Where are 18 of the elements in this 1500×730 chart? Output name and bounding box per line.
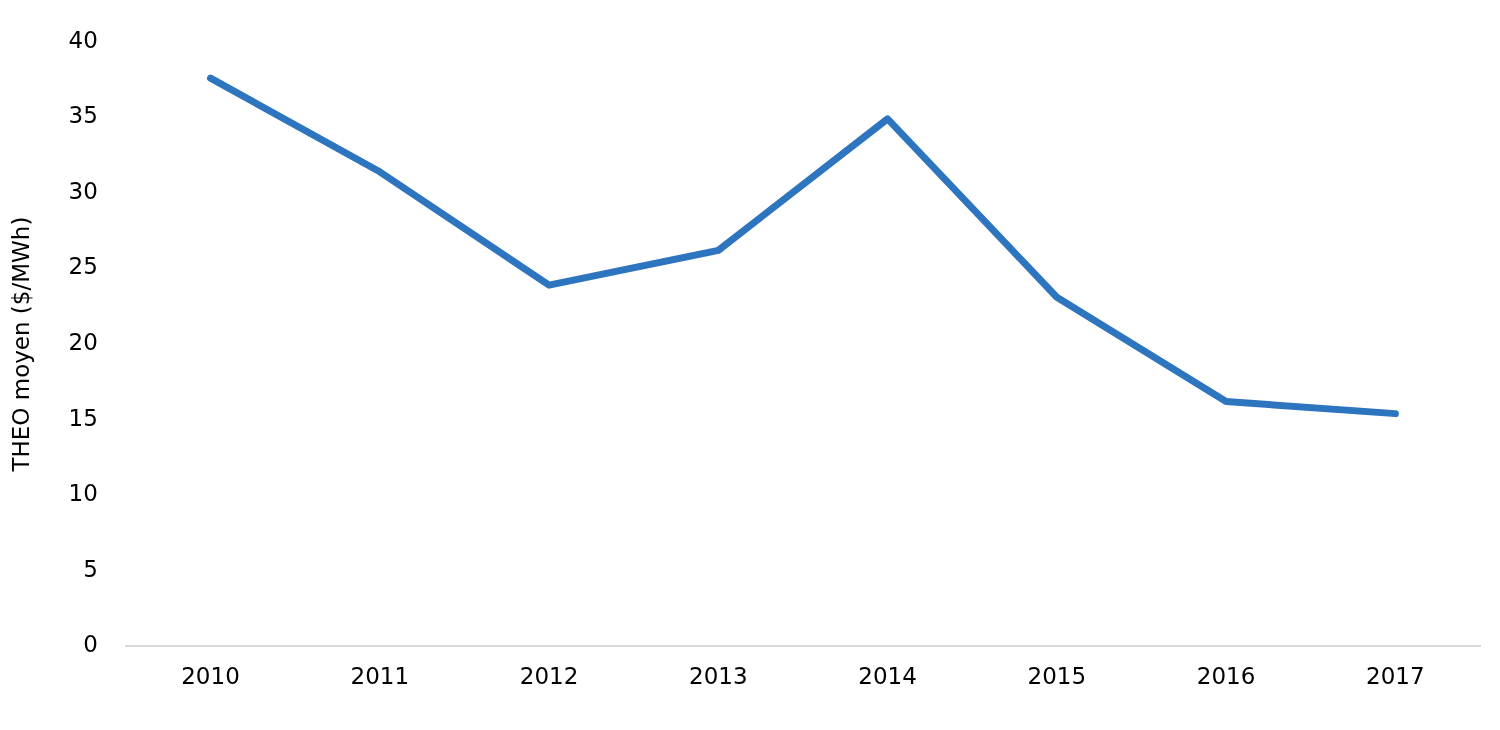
- y-axis-title: THEO moyen ($/MWh): [7, 216, 34, 473]
- x-tick-label: 2010: [181, 663, 240, 690]
- x-tick-label: 2017: [1366, 663, 1425, 690]
- y-tick-label: 40: [68, 26, 98, 53]
- x-tick-label: 2016: [1196, 663, 1256, 690]
- y-tick-label: 35: [68, 102, 98, 129]
- y-tick-label: 0: [83, 631, 98, 658]
- y-tick-label: 25: [68, 253, 98, 280]
- y-tick-label: 5: [83, 555, 98, 582]
- x-tick-label: 2014: [858, 663, 917, 690]
- y-tick-label: 10: [68, 480, 98, 507]
- y-tick-label: 15: [68, 404, 98, 431]
- y-tick-label: 30: [68, 177, 98, 204]
- x-tick-label: 2013: [689, 663, 748, 690]
- y-tick-label: 20: [68, 329, 98, 356]
- x-tick-label: 2011: [350, 663, 410, 690]
- x-tick-label: 2012: [519, 663, 579, 690]
- x-tick-label: 2015: [1027, 663, 1087, 690]
